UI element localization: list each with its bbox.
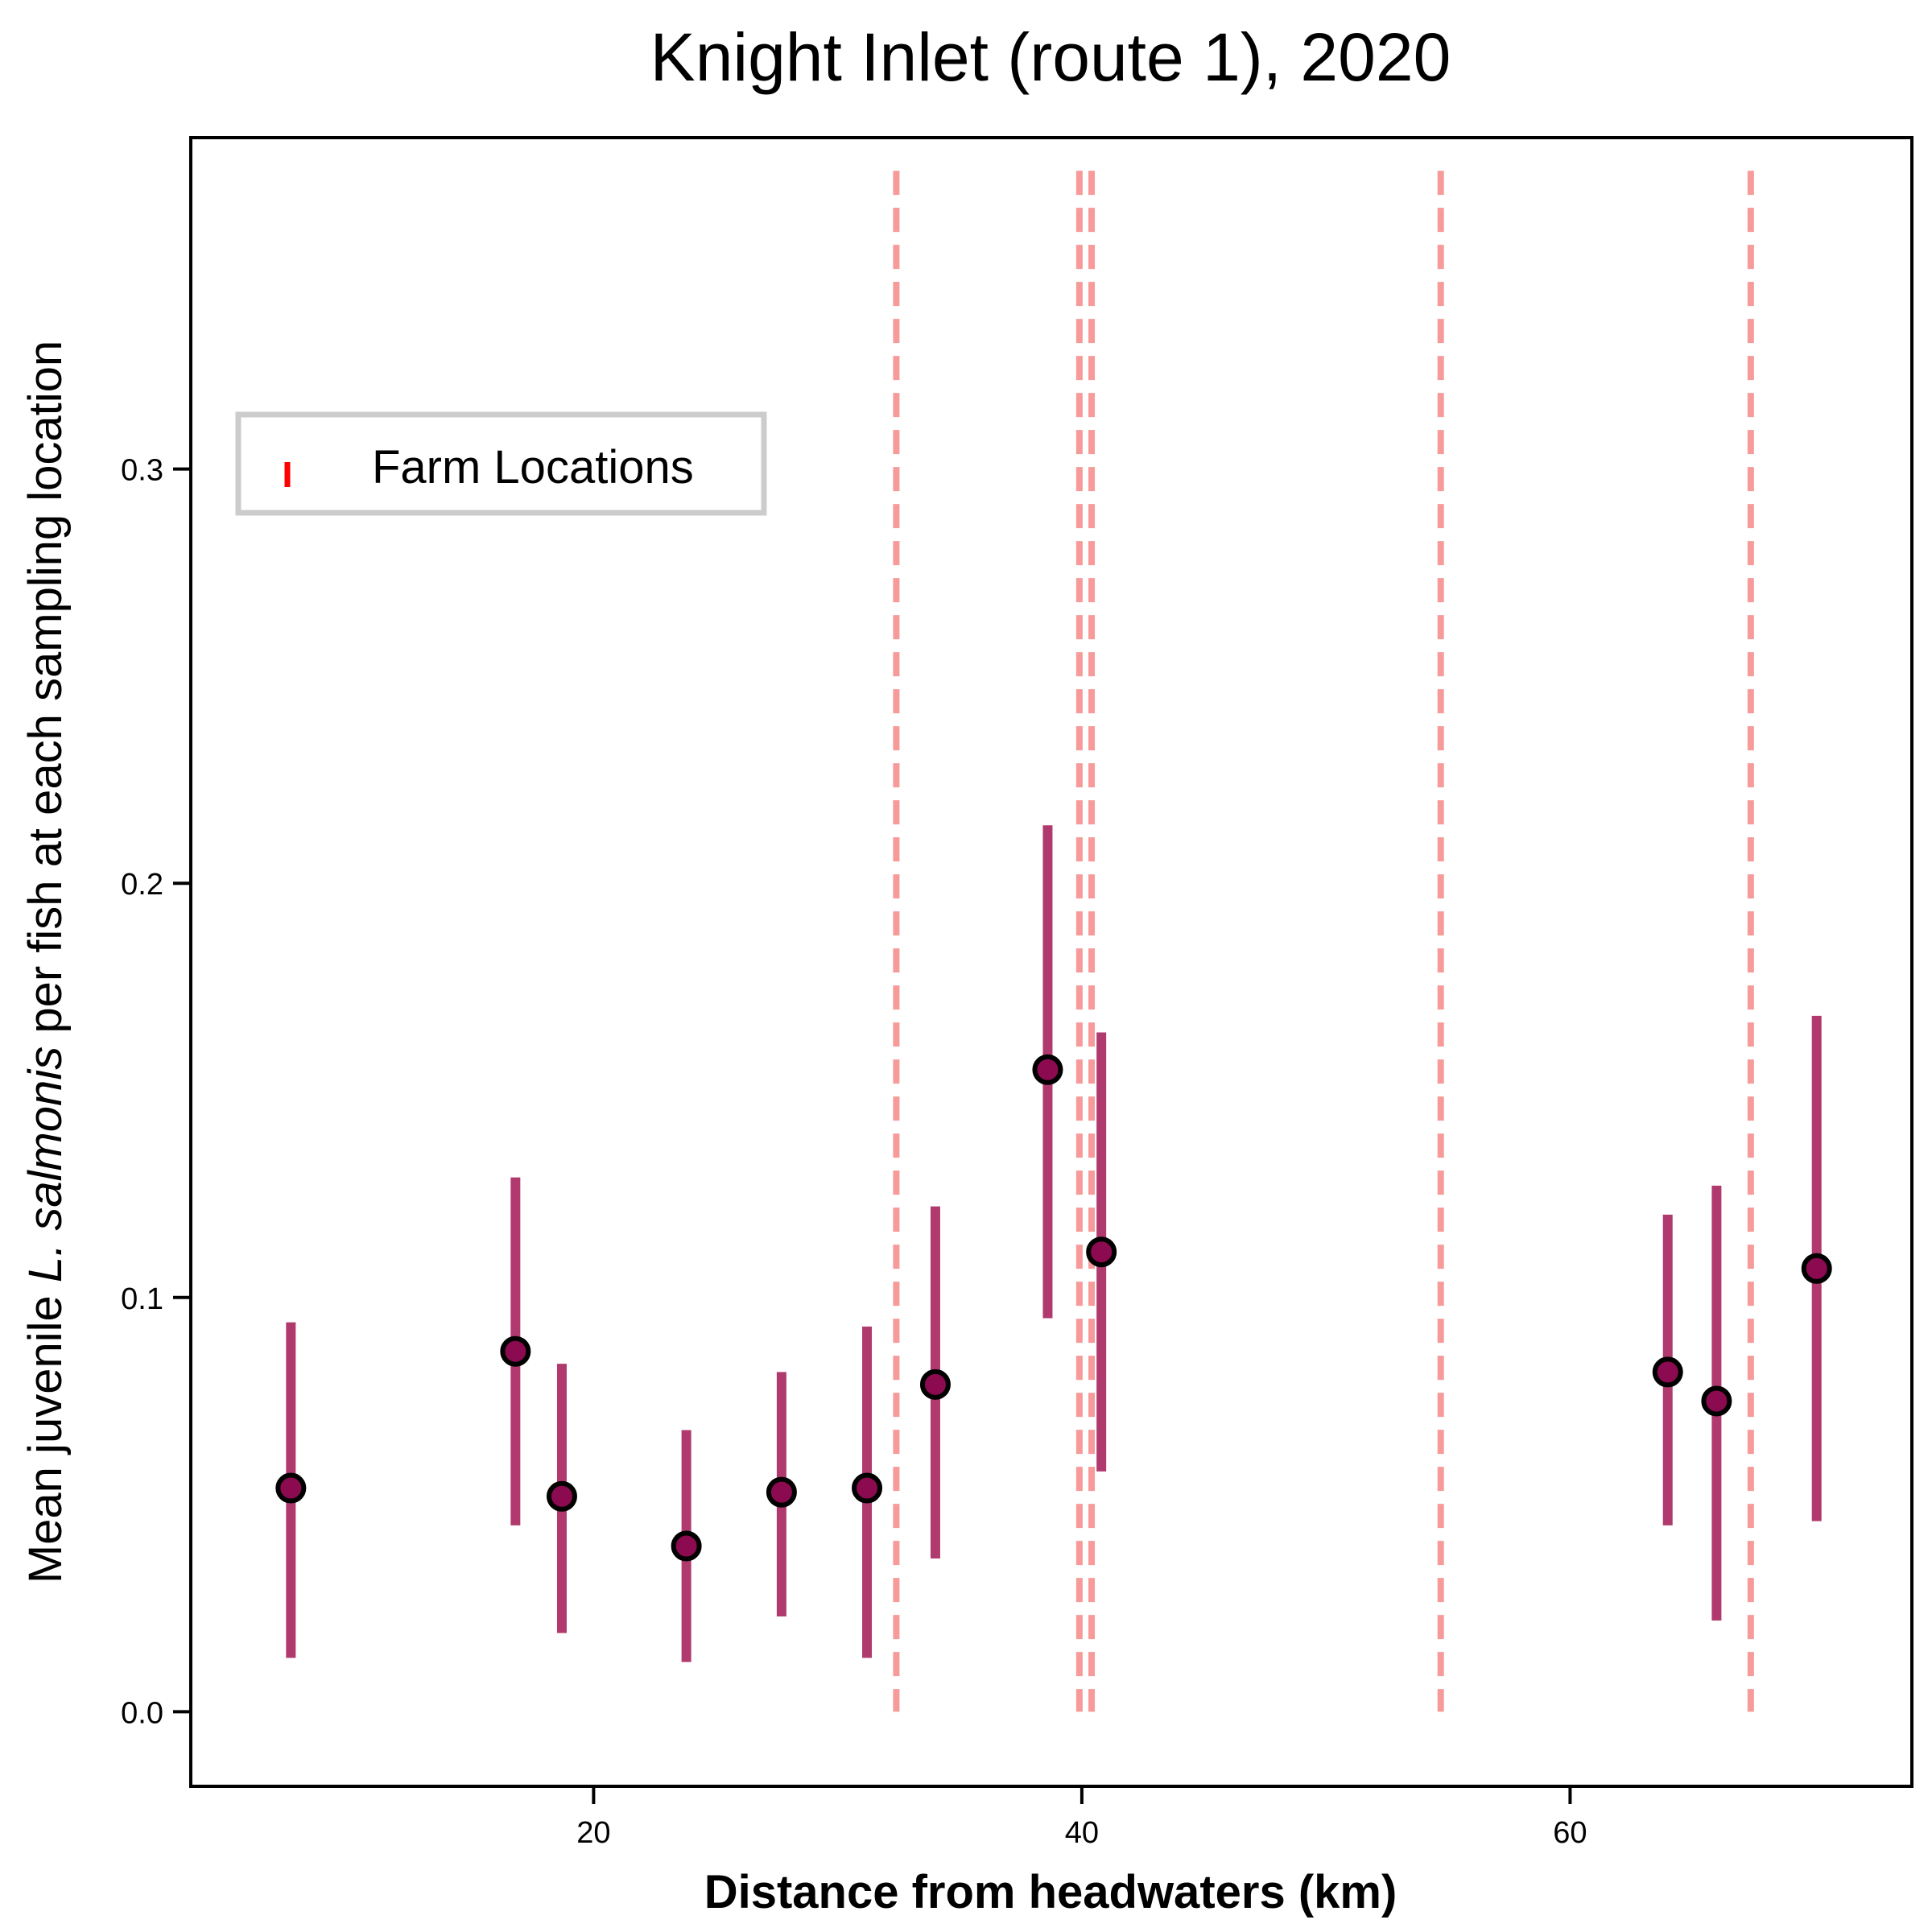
data-point-8 — [1086, 1236, 1117, 1268]
data-point-7 — [1032, 1054, 1063, 1085]
y-axis-ticks: 0.0 0.1 0.2 0.3 — [121, 454, 191, 1730]
x-tick-label-2: 60 — [1553, 1816, 1587, 1850]
data-points — [275, 1054, 1832, 1562]
y-tick-label-1: 0.1 — [121, 1282, 163, 1316]
data-point-0 — [275, 1472, 307, 1504]
y-axis-label-suffix: per fish at each sampling location — [19, 341, 72, 1046]
data-point-1 — [500, 1335, 531, 1367]
data-point-5 — [852, 1472, 883, 1504]
x-axis-ticks: 20 40 60 — [576, 1786, 1587, 1850]
x-axis-label: Distance from headwaters (km) — [704, 1866, 1397, 1918]
data-point-10 — [1701, 1385, 1732, 1417]
y-axis-label: Mean juvenile L. salmonis per fish at ea… — [19, 341, 72, 1583]
data-point-9 — [1652, 1356, 1683, 1388]
chart-title: Knight Inlet (route 1), 2020 — [650, 19, 1451, 95]
y-tick-label-0: 0.0 — [121, 1696, 163, 1730]
legend-box — [235, 411, 767, 516]
y-tick-label-3: 0.3 — [121, 454, 163, 488]
data-point-6 — [919, 1368, 951, 1400]
plot-area-frame — [189, 136, 1913, 1788]
x-tick-label-0: 20 — [576, 1816, 610, 1850]
error-bars — [286, 825, 1822, 1662]
data-point-2 — [546, 1480, 577, 1512]
legend-farm-locations-label: Farm Locations — [372, 441, 694, 493]
farm-location-lines — [893, 171, 1754, 1712]
data-point-3 — [671, 1530, 702, 1562]
x-tick-label-1: 40 — [1065, 1816, 1099, 1850]
data-point-4 — [766, 1476, 797, 1508]
y-axis-label-prefix: Mean juvenile — [19, 1282, 72, 1583]
data-point-11 — [1801, 1253, 1832, 1284]
y-tick-label-2: 0.2 — [121, 868, 163, 902]
legend: Farm Locations — [235, 411, 767, 516]
y-axis-label-species: L. salmonis — [19, 1046, 72, 1282]
